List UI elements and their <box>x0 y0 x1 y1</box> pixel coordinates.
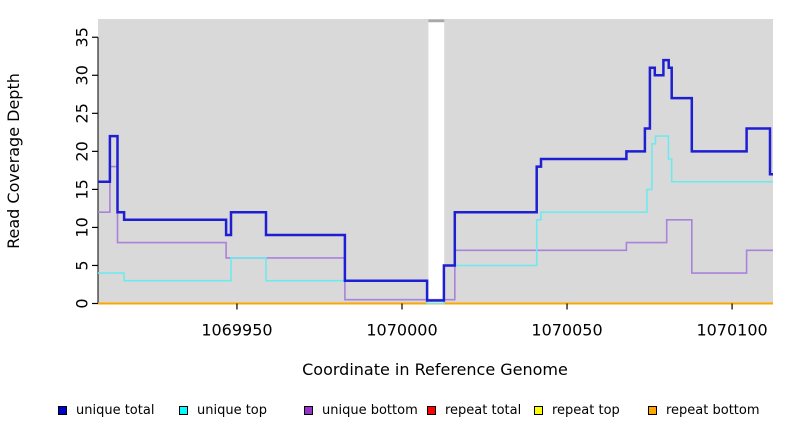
legend-label: unique total <box>76 402 155 418</box>
chart-legend: unique total unique top unique bottom repea… <box>0 400 792 422</box>
chart-plot-area: 1069950 1070000 1070050 1070100 0 5 10 15 20 25 30… <box>73 19 773 340</box>
y-tick-label: 30 <box>73 65 92 85</box>
legend-item-unique-total: unique total <box>58 400 154 420</box>
legend-swatch-repeat-total <box>427 405 436 415</box>
x-tick-label: 1070050 <box>531 321 602 340</box>
legend-item-unique-top: unique top <box>179 400 267 420</box>
legend-label: unique bottom <box>322 402 418 418</box>
y-tick-label: 35 <box>73 27 92 47</box>
x-axis-title: Coordinate in Reference Genome <box>302 360 568 379</box>
x-tick-label: 1070100 <box>696 321 767 340</box>
y-tick-label: 15 <box>73 179 92 199</box>
legend-swatch-unique-total <box>58 405 67 415</box>
gap-band <box>428 22 445 304</box>
x-tick-label: 1069950 <box>201 321 272 340</box>
series-line-unique-top <box>98 135 773 305</box>
legend-label: repeat bottom <box>666 402 760 418</box>
y-tick-label: 5 <box>73 260 92 270</box>
y-tick-label: 0 <box>73 298 92 308</box>
legend-item-repeat-bottom: repeat bottom <box>648 400 760 420</box>
y-tick-label: 20 <box>73 141 92 161</box>
legend-label: repeat total <box>445 402 522 418</box>
legend-label: unique top <box>197 402 268 418</box>
legend-swatch-unique-bottom <box>304 405 313 415</box>
legend-swatch-unique-top <box>179 405 188 415</box>
y-tick-label: 25 <box>73 103 92 123</box>
legend-item-unique-bottom: unique bottom <box>304 400 418 420</box>
series-line-unique-total <box>98 58 773 302</box>
legend-item-repeat-total: repeat total <box>427 400 521 420</box>
legend-item-repeat-top: repeat top <box>534 400 620 420</box>
legend-swatch-repeat-top <box>534 405 543 415</box>
y-tick-label: 10 <box>73 217 92 237</box>
y-axis-title: Read Coverage Depth <box>4 73 23 249</box>
legend-swatch-repeat-bottom <box>648 405 657 415</box>
x-tick-label: 1070000 <box>366 321 437 340</box>
gap-band-top-edge <box>428 19 445 23</box>
legend-label: repeat top <box>552 402 620 418</box>
